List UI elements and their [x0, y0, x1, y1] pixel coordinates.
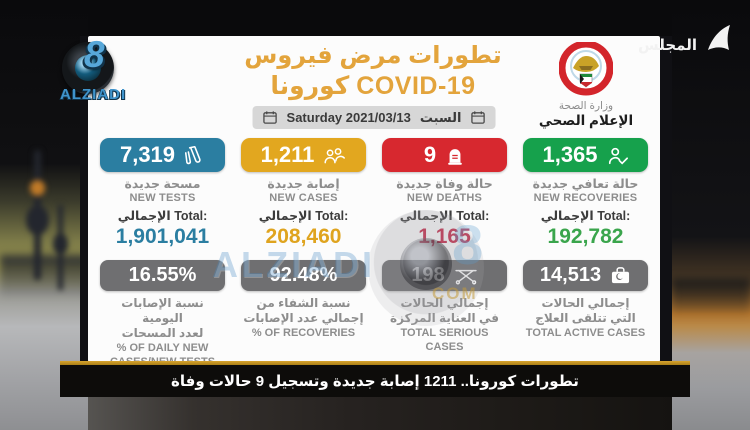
person-check-icon [608, 147, 628, 164]
medical-bag-icon [612, 267, 630, 284]
recovery-rate-value: 92.48% [269, 264, 338, 286]
tombstone-icon [448, 148, 462, 165]
ministry-of-health-block: وزارة الصحة الإعلام الصحي [528, 42, 644, 129]
positivity-label-ar-1: نسبة الإصابات اليومية [121, 296, 204, 325]
q8-alziadi-logo: 8 ALZIADI [58, 34, 158, 106]
alziadi-logo-text: ALZIADI [60, 86, 127, 103]
positivity-label-en-1: % OF DAILY NEW [116, 342, 209, 354]
page-title: تطورات مرض فيروس كورونا COVID-19 [228, 40, 518, 102]
almajlis-logo: المجلس [638, 22, 742, 62]
recovery-rate-pill: 92.48% [241, 260, 366, 291]
covid-dashboard-panel: تطورات مرض فيروس كورونا COVID-19 وزارة ا… [88, 36, 660, 368]
serious-cases-pill: 198 [382, 260, 507, 291]
stretcher-icon [455, 269, 477, 284]
dhow-sail-icon [708, 25, 730, 50]
skyline-blur [672, 278, 750, 318]
ministry-of-health-logo [559, 42, 613, 96]
watermark-lens [368, 210, 484, 326]
calendar-icon [263, 111, 277, 124]
title-line-arabic: تطورات مرض فيروس [244, 42, 502, 69]
date-bar: Saturday 2021/03/13 السبت [252, 106, 496, 129]
new-tests-label-ar: مسحة جديدة [124, 177, 201, 191]
positivity-rate-pill: 16.55% [100, 260, 225, 291]
active-cases-pill: 14,513 [523, 260, 648, 291]
new-cases-label-ar: إصابة جديدة [267, 177, 340, 191]
stat-active-cases: 14,513 إجمالي الحالات التي تتلقى العلاج … [523, 260, 648, 369]
total-label: الإجمالي Total: [117, 209, 208, 223]
date-arabic: السبت [419, 109, 462, 125]
ticker-headline: تطورات كورونا.. 1211 إصابة جديدة وتسجيل … [171, 373, 579, 390]
new-tests-value: 7,319 [119, 142, 176, 167]
total-tests-value: 1,901,041 [115, 225, 210, 248]
serious-cases-value: 198 [411, 264, 444, 287]
serious-cases-label-en: TOTAL SERIOUS CASES [400, 327, 489, 353]
kuwait-tower-silhouette [26, 150, 49, 280]
news-ticker: تطورات كورونا.. 1211 إصابة جديدة وتسجيل … [60, 361, 690, 397]
new-deaths-value-pill: 9 [382, 138, 507, 172]
recovery-rate-label-ar-1: نسبة الشفاء من [256, 296, 351, 310]
active-cases-label-en: TOTAL ACTIVE CASES [525, 327, 646, 339]
serious-cases-label-ar-2: في العناية المركزة [390, 311, 499, 325]
active-cases-value: 14,513 [539, 264, 602, 286]
people-group-icon [324, 147, 346, 163]
new-cases-label-en: NEW CASES [269, 192, 338, 204]
serious-cases-label-ar-1: إجمالي الحالات [382, 296, 507, 311]
skyline-blur [0, 255, 88, 300]
date-english: Saturday 2021/03/13 [286, 110, 411, 125]
new-deaths-label-en: NEW DEATHS [406, 192, 483, 204]
q8-logo-text: 8 [84, 34, 105, 75]
title-line-covid: كورونا COVID-19 [270, 72, 476, 100]
total-label: الإجمالي Total: [400, 209, 490, 223]
test-tubes-icon [184, 145, 201, 164]
almajlis-logo-text: المجلس [638, 37, 697, 54]
calendar-icon [471, 111, 485, 124]
tower-silhouette [53, 205, 68, 290]
total-cases-value: 208,460 [265, 225, 342, 248]
stat-new-cases: 1,211 إصابة جديدة NEW CASES الإجمالي Tot… [241, 138, 366, 249]
camera-lens-icon [62, 42, 114, 94]
new-recoveries-label-ar: حالة تعافي جديدة [532, 177, 639, 191]
stat-new-recoveries: 1,365 حالة تعافي جديدة NEW RECOVERIES ال… [523, 138, 648, 249]
backdrop-right-cityscape [672, 0, 750, 430]
total-recoveries-value: 192,782 [547, 225, 624, 248]
daily-stats-row: 7,319 مسحة جديدة NEW TESTS الإجمالي Tota… [100, 138, 648, 249]
total-label: الإجمالي Total: [258, 209, 349, 223]
watermark-com-text: COM [432, 284, 478, 303]
active-cases-label-ar-2: التي تتلقى العلاج [535, 311, 636, 325]
positivity-label-ar-2: لعدد المسحات [121, 326, 204, 340]
total-deaths-value: 1,165 [382, 225, 507, 249]
total-label: الإجمالي Total: [540, 209, 631, 223]
stat-recovery-rate: 92.48% نسبة الشفاء من إجمالي عدد الإصابا… [241, 260, 366, 369]
panel-right-edge [660, 36, 672, 362]
watermark-alziadi-text: ALZIADI [212, 244, 375, 285]
stat-serious-cases: 198 إجمالي الحالات في العناية المركزة TO… [382, 260, 507, 369]
active-cases-label-ar-1: إجمالي الحالات [541, 296, 630, 310]
watermark-q8-digit: 8 [452, 213, 484, 276]
recovery-rate-label-ar-2: إجمالي عدد الإصابات [243, 311, 364, 325]
falcon-emblem [573, 56, 599, 72]
stat-positivity-rate: 16.55% نسبة الإصابات اليومية لعدد المسحا… [100, 260, 225, 369]
new-tests-value-pill: 7,319 [100, 138, 225, 172]
recovery-rate-label-en: % OF RECOVERIES [251, 327, 356, 339]
positivity-rate-value: 16.55% [128, 264, 197, 286]
crescent-glyph [616, 273, 623, 280]
cumulative-stats-row: 16.55% نسبة الإصابات اليومية لعدد المسحا… [100, 260, 648, 369]
stat-new-tests: 7,319 مسحة جديدة NEW TESTS الإجمالي Tota… [100, 138, 225, 249]
new-recoveries-label-en: NEW RECOVERIES [533, 192, 638, 204]
stat-new-deaths: 9 حالة وفاة جديدة NEW DEATHS الإجمالي To… [382, 138, 507, 249]
new-cases-value: 1,211 [260, 142, 315, 167]
new-cases-value-pill: 1,211 [241, 138, 366, 172]
new-recoveries-value: 1,365 [542, 142, 598, 167]
ticker-bar: تطورات كورونا.. 1211 إصابة جديدة وتسجيل … [60, 365, 690, 397]
new-deaths-value: 9 [423, 142, 437, 167]
new-tests-label-en: NEW TESTS [129, 192, 196, 204]
ticker-gold-line [60, 361, 690, 365]
health-media-label: الإعلام الصحي [538, 113, 634, 128]
panel-left-edge [80, 36, 88, 362]
ministry-name: وزارة الصحة [558, 100, 614, 112]
new-recoveries-value-pill: 1,365 [523, 138, 648, 172]
new-deaths-label-ar: حالة وفاة جديدة [396, 177, 493, 191]
